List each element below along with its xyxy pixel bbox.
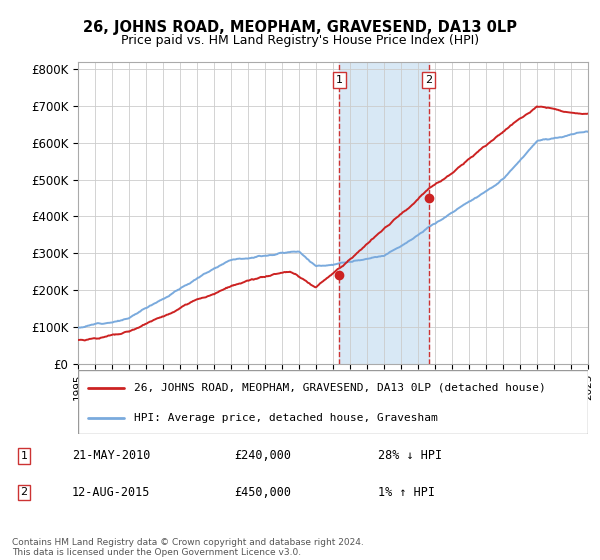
Text: 1: 1 bbox=[336, 75, 343, 85]
Text: 1% ↑ HPI: 1% ↑ HPI bbox=[378, 486, 435, 499]
Text: 26, JOHNS ROAD, MEOPHAM, GRAVESEND, DA13 0LP (detached house): 26, JOHNS ROAD, MEOPHAM, GRAVESEND, DA13… bbox=[134, 382, 546, 393]
Text: £240,000: £240,000 bbox=[234, 449, 291, 463]
Text: 2: 2 bbox=[20, 487, 28, 497]
Text: 12-AUG-2015: 12-AUG-2015 bbox=[72, 486, 151, 499]
Text: Price paid vs. HM Land Registry's House Price Index (HPI): Price paid vs. HM Land Registry's House … bbox=[121, 34, 479, 46]
Text: 26, JOHNS ROAD, MEOPHAM, GRAVESEND, DA13 0LP: 26, JOHNS ROAD, MEOPHAM, GRAVESEND, DA13… bbox=[83, 20, 517, 35]
Text: 28% ↓ HPI: 28% ↓ HPI bbox=[378, 449, 442, 463]
Text: 1: 1 bbox=[20, 451, 28, 461]
Text: 2: 2 bbox=[425, 75, 432, 85]
Text: 21-MAY-2010: 21-MAY-2010 bbox=[72, 449, 151, 463]
Text: £450,000: £450,000 bbox=[234, 486, 291, 499]
Text: Contains HM Land Registry data © Crown copyright and database right 2024.
This d: Contains HM Land Registry data © Crown c… bbox=[12, 538, 364, 557]
Text: HPI: Average price, detached house, Gravesham: HPI: Average price, detached house, Grav… bbox=[134, 413, 438, 423]
Bar bbox=[340, 62, 428, 364]
